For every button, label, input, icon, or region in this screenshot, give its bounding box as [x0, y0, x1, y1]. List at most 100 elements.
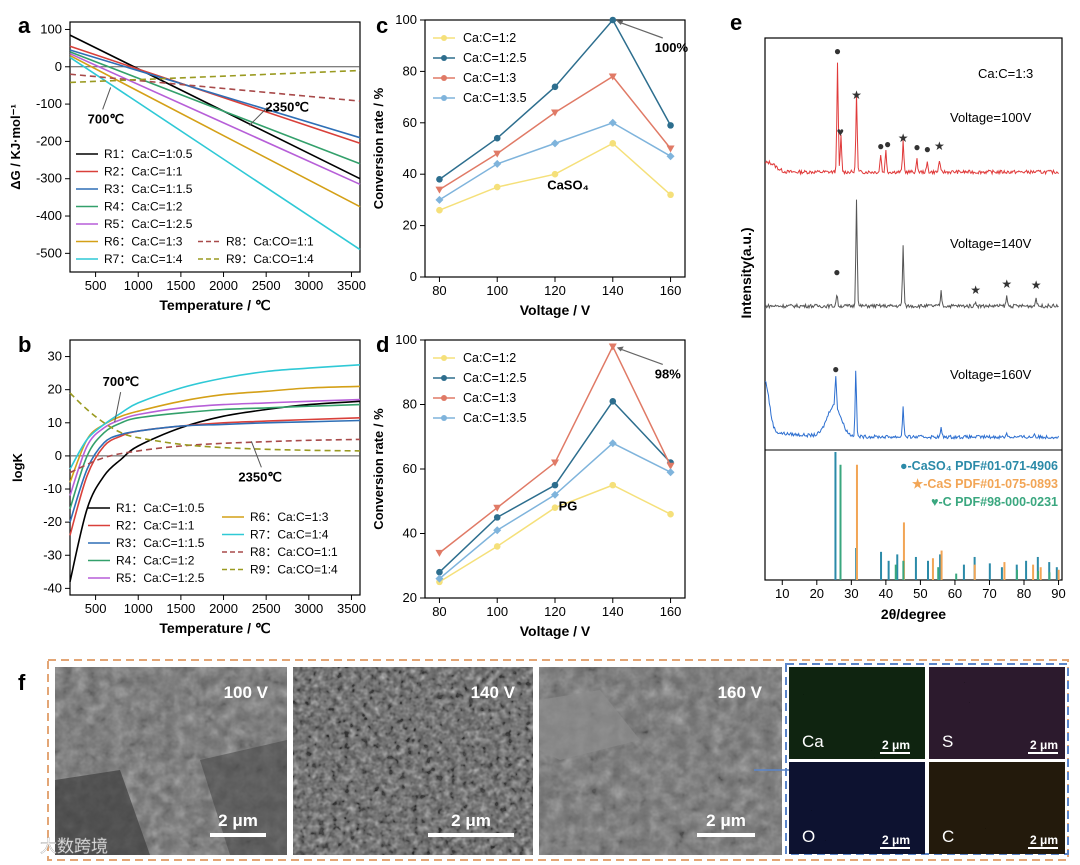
legend-label: R2：Ca:C=1:1	[116, 519, 195, 533]
data-point	[666, 462, 675, 470]
legend-label: Ca:C=1:3	[463, 391, 516, 405]
series-line	[69, 73, 361, 102]
sem-voltage-label: 160 V	[718, 683, 763, 702]
eds-scale-label: 2 μm	[1030, 738, 1058, 752]
reference-label: ★-CaS PDF#01-075-0893	[912, 477, 1058, 491]
legend-marker	[441, 375, 447, 381]
panel-label-f: f	[18, 670, 26, 695]
y-tick-label: 100	[40, 21, 62, 36]
y-tick-label: 40	[403, 526, 417, 541]
eds-frame-blue	[785, 663, 1069, 855]
annotation-peak: 100%	[655, 40, 689, 55]
x-tick-label: 3000	[294, 601, 323, 616]
phase-marker: ●	[924, 142, 931, 156]
x-tick-label: 90	[1051, 586, 1065, 601]
x-tick-label: 3000	[294, 278, 323, 293]
data-point	[551, 139, 559, 148]
legend-label: Ca:C=1:2	[463, 351, 516, 365]
series-line	[69, 438, 361, 474]
scale-bar-label: 2 μm	[218, 811, 258, 830]
data-point	[493, 150, 502, 158]
scale-bar-label: 2 μm	[706, 811, 746, 830]
data-point	[609, 16, 617, 24]
data-point	[435, 195, 444, 204]
series-line	[69, 52, 361, 186]
legend-marker	[441, 55, 447, 61]
eds-element-label: O	[802, 827, 815, 846]
series-line	[69, 51, 361, 165]
y-tick-label: -20	[43, 514, 62, 529]
series-line	[69, 49, 361, 139]
legend-label: R2：Ca:C=1:1	[104, 165, 183, 179]
data-point	[667, 510, 674, 518]
data-point	[493, 183, 501, 191]
x-tick-label: 50	[913, 586, 927, 601]
inner-label: CaSO₄	[547, 178, 589, 193]
sem-image-140v: 140 V 2 μm	[293, 667, 533, 855]
x-tick-label: 1500	[166, 278, 195, 293]
annotation-arrowhead	[616, 20, 624, 25]
data-point	[667, 122, 674, 129]
annotation-2350: 2350℃	[265, 99, 309, 114]
series-line	[69, 54, 361, 208]
legend-label: R7：Ca:C=1:4	[250, 528, 329, 542]
phase-marker: ●	[834, 44, 841, 58]
y-tick-label: 60	[403, 461, 417, 476]
x-axis-label: Temperature / ℃	[159, 297, 270, 313]
legend-marker	[441, 35, 447, 41]
y-tick-label: -300	[36, 171, 62, 186]
data-point	[608, 439, 617, 448]
x-tick-label: 30	[844, 586, 858, 601]
data-point	[493, 134, 501, 142]
annotation-arrow	[618, 21, 663, 39]
data-point	[551, 109, 559, 117]
eds-element-label: S	[942, 732, 953, 751]
phase-marker: ★	[934, 139, 945, 153]
x-axis-label: Voltage / V	[520, 302, 591, 318]
eds-element-label: Ca	[802, 732, 824, 751]
phase-marker: ★	[1001, 277, 1012, 291]
annotation-arrow	[250, 441, 262, 468]
series-line	[69, 419, 361, 523]
scale-bar	[697, 833, 755, 837]
legend-label: R8：Ca:CO=1:1	[250, 545, 338, 559]
y-tick-label: 100	[395, 332, 417, 347]
x-tick-label: 100	[486, 604, 508, 619]
data-point	[493, 543, 501, 550]
reference-label: ●-CaSO₄ PDF#01-071-4906	[900, 459, 1058, 473]
plot-frame	[69, 21, 361, 273]
eds-map-o: O 2 μm	[789, 762, 925, 854]
y-tick-label: 100	[395, 12, 417, 27]
watermark-logo-icon	[12, 836, 32, 856]
scale-bar-label: 2 μm	[451, 811, 491, 830]
x-axis-label: Temperature / ℃	[159, 620, 270, 636]
chart-xrd: 10 20 30 40 50 60 70 80 90 2θ/degree Intensity(a.u…	[738, 37, 1066, 622]
x-tick-label: 100	[486, 283, 508, 298]
header-label: Ca:C=1:3	[978, 66, 1033, 81]
y-tick-label: 20	[403, 590, 417, 605]
watermark-text: 大数跨境	[40, 837, 108, 856]
annotation-700: 700℃	[88, 111, 124, 126]
data-point	[493, 504, 502, 512]
y-axis-label: Intensity(a.u.)	[738, 227, 754, 318]
y-tick-label: -30	[43, 547, 62, 562]
y-tick-label: 0	[55, 448, 62, 463]
data-point	[493, 159, 502, 168]
data-point	[551, 504, 559, 512]
legend-label: Ca:C=1:2.5	[463, 371, 527, 385]
xrd-pattern	[764, 62, 1059, 176]
y-tick-label: -400	[36, 208, 62, 223]
legend-label: R9：Ca:CO=1:4	[250, 563, 338, 577]
pattern-label: Voltage=140V	[950, 236, 1032, 251]
sem-voltage-label: 140 V	[471, 683, 516, 702]
annotation-arrow	[249, 107, 268, 126]
phase-marker: ★	[1031, 278, 1042, 292]
data-point	[551, 490, 559, 499]
legend-label: Ca:C=1:2.5	[463, 51, 527, 65]
legend-label: R3：Ca:C=1:1.5	[116, 536, 205, 550]
panel-label-a: a	[18, 13, 31, 38]
legend-marker	[441, 355, 447, 361]
annotation-arrow	[102, 87, 112, 110]
annotation-arrowhead	[616, 346, 624, 352]
legend-label: Ca:C=1:3.5	[463, 411, 527, 425]
